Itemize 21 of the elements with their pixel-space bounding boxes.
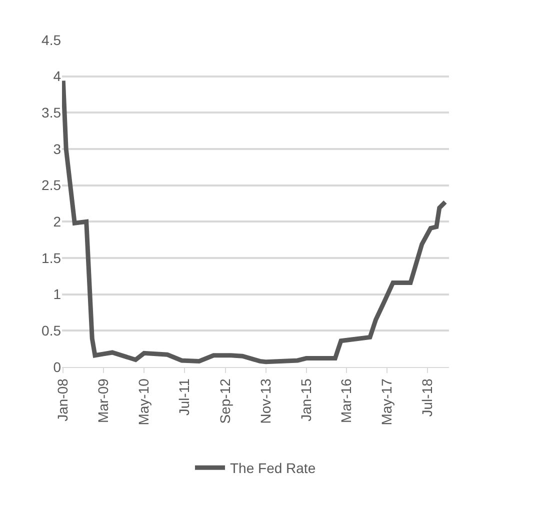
y-tick-label: 2 (53, 214, 62, 230)
x-tick-label: Jan-15 (298, 378, 314, 422)
legend-label: The Fed Rate (230, 460, 316, 476)
y-tick-label: 4.5 (42, 32, 62, 48)
y-tick-label: 0 (53, 358, 62, 375)
x-tick-label: Jan-08 (54, 378, 71, 422)
x-tick-label: Sep-12 (216, 378, 233, 424)
y-tick-label: 4 (53, 68, 62, 84)
x-tick-label: Nov-13 (257, 378, 274, 424)
y-tick-label: 1 (53, 286, 62, 302)
y-tick-label: 1.5 (42, 250, 62, 266)
y-tick-label: 3.5 (42, 104, 62, 121)
x-tick-label: Mar-09 (95, 378, 112, 423)
x-tick-label: Mar-16 (338, 378, 354, 423)
x-tick-label: May-17 (378, 378, 395, 426)
x-tick-label: Jul-11 (176, 378, 192, 416)
x-tick-label: Jul-18 (419, 378, 436, 417)
y-tick-label: 0.5 (42, 322, 62, 339)
x-tick-label: May-10 (136, 378, 152, 426)
y-tick-label: 3 (53, 140, 62, 157)
y-tick-label: 2.5 (42, 177, 62, 194)
